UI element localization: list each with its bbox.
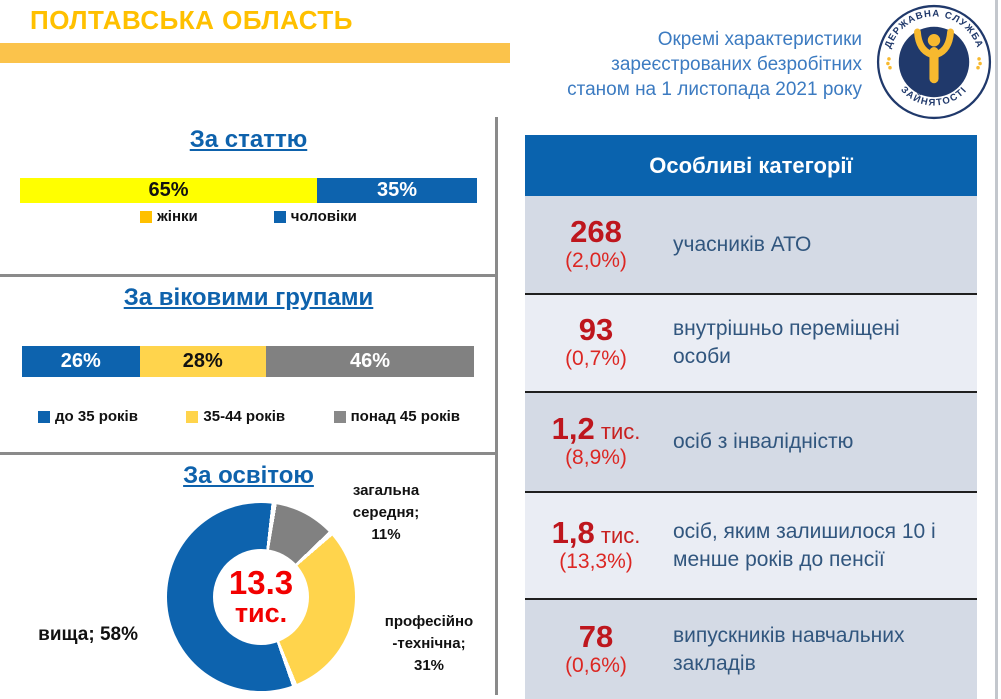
age-section-title: За віковими групами	[123, 284, 374, 311]
donut-label-secondary-education: загальна середня; 11%	[352, 482, 420, 543]
gender-legend-label: жінки	[157, 208, 198, 225]
age-legend-item: понад 45 років	[333, 408, 460, 425]
special-categories-header: Особливі категорії	[525, 135, 977, 196]
category-percent: (0,6%)	[565, 653, 627, 677]
donut-label-vocational-education: професійно -технічна; 31%	[384, 613, 474, 674]
category-label: внутрішньо переміщені особи	[673, 317, 900, 368]
gender-legend-swatch	[140, 210, 153, 223]
report-subtitle: Окремі характеристики зареєстрованих без…	[470, 27, 862, 102]
category-label: учасників АТО	[673, 232, 812, 256]
age-legend-label: 35-44 років	[203, 408, 286, 425]
special-category-row: 1,8 тис. (13,3%) осіб, яким залишилося 10 …	[525, 491, 977, 598]
special-categories-panel: Особливі категорії 268 (2,0%) учасників АТ…	[525, 135, 977, 699]
age-legend-item: 35-44 років	[186, 408, 285, 425]
special-category-row: 93 (0,7%) внутрішньо переміщені особи	[525, 293, 977, 391]
special-category-row: 78 (0,6%) випускників навчальних закладів	[525, 598, 977, 699]
category-label: випускників навчальних закладів	[673, 623, 905, 675]
subtitle-line: Окремі характеристики	[657, 29, 862, 50]
category-percent: (13,3%)	[559, 549, 633, 573]
category-count: 1,2 тис. (8,9%)	[525, 413, 667, 471]
category-label: осіб з інвалідністю	[673, 430, 854, 453]
vertical-divider	[495, 117, 498, 695]
category-unit: тис.	[594, 522, 641, 548]
subtitle-line: зареєстрованих безробітних	[611, 54, 862, 75]
donut-center-unit: тис.	[234, 598, 288, 628]
category-percent: (8,9%)	[565, 446, 627, 469]
category-count: 93 (0,7%)	[525, 314, 667, 372]
age-legend-swatch	[186, 410, 199, 423]
subtitle-line: станом на 1 листопада 2021 року	[567, 79, 862, 100]
category-count: 268 (2,0%)	[525, 213, 667, 274]
category-count: 78 (0,6%)	[525, 618, 667, 679]
category-label: осіб, яким залишилося 10 і менше років д…	[673, 519, 936, 571]
section-divider	[0, 452, 498, 455]
age-bar-segment: 46%	[266, 346, 474, 377]
section-divider	[0, 274, 498, 277]
age-legend-swatch	[38, 410, 50, 423]
category-value: 93	[578, 312, 614, 347]
gender-legend-item: жінки	[140, 208, 198, 225]
gender-legend: жінки чоловіки	[0, 208, 497, 225]
category-value: 268	[570, 213, 622, 249]
employment-service-logo-icon: ДЕРЖАВНА СЛУЖБА ЗАЙНЯТОСТІ	[876, 4, 992, 120]
gender-bar-segment: 65%	[20, 178, 318, 203]
donut-center-value: 13.3	[228, 564, 294, 601]
age-legend-item: до 35 років	[38, 408, 138, 425]
page-edge-line	[995, 0, 998, 699]
category-percent: (0,7%)	[565, 347, 627, 370]
gender-legend-swatch	[273, 210, 286, 223]
gender-section-title: За статтю	[189, 126, 308, 153]
category-value: 1,8	[551, 514, 595, 550]
age-legend-label: до 35 років	[55, 408, 138, 425]
donut-center: 13.3 тис.	[213, 549, 309, 645]
education-donut-chart: 13.3 тис.	[167, 503, 355, 691]
category-count: 1,8 тис. (13,3%)	[525, 514, 667, 575]
age-stacked-bar: 26% 28% 46%	[22, 346, 474, 377]
special-category-row: 268 (2,0%) учасників АТО	[525, 196, 977, 293]
donut-label-higher-education: вища; 58%	[38, 624, 138, 645]
age-legend-label: понад 45 років	[350, 408, 460, 425]
category-value: 1,2	[551, 411, 595, 446]
wheat-icon	[886, 57, 982, 70]
gender-legend-item: чоловіки	[273, 208, 357, 225]
special-categories-table: 268 (2,0%) учасників АТО 93 (0,7%) внутрішньо…	[525, 196, 977, 699]
category-unit: тис.	[594, 419, 641, 444]
age-legend-swatch	[333, 410, 346, 423]
age-legend: до 35 років 35-44 років понад 45 років	[38, 408, 460, 425]
education-section-title: За освітою	[183, 462, 314, 489]
gender-bar-segment: 35%	[317, 178, 477, 203]
age-bar-segment: 26%	[22, 346, 140, 377]
gender-legend-label: чоловіки	[290, 208, 357, 225]
age-bar-segment: 28%	[139, 346, 267, 377]
category-value: 78	[578, 618, 614, 654]
region-title: ПОЛТАВСЬКА ОБЛАСТЬ	[30, 5, 353, 35]
category-percent: (2,0%)	[565, 248, 627, 272]
title-underline-bar	[0, 43, 510, 63]
special-category-row: 1,2 тис. (8,9%) осіб з інвалідністю	[525, 391, 977, 491]
gender-stacked-bar: 65% 35%	[20, 178, 477, 203]
